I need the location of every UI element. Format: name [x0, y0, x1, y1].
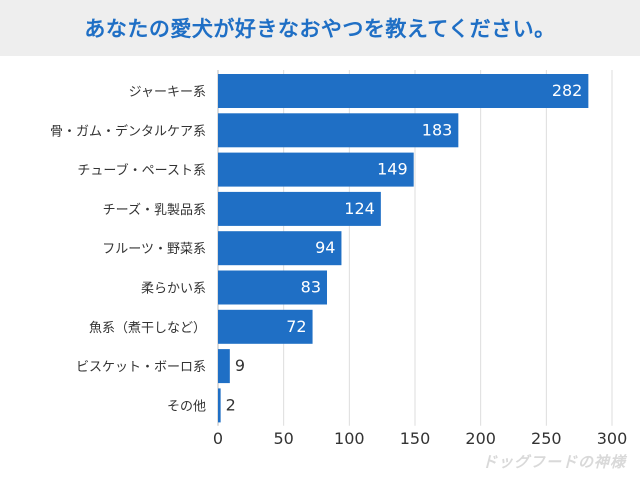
value-label: 2 — [226, 395, 236, 414]
category-label: ジャーキー系 — [129, 85, 206, 100]
x-tick-label: 200 — [465, 429, 496, 448]
category-labels: ジャーキー系 282 骨・ガム・デンタルケア系 183 チューブ・ペースト系 149 チーズ… — [50, 81, 582, 414]
x-tick-label: 150 — [400, 429, 431, 448]
x-tick-label: 0 — [213, 429, 223, 448]
category-label: ビスケット・ボーロ系 — [76, 360, 206, 375]
bar-chart: ジャーキー系 282 骨・ガム・デンタルケア系 183 チューブ・ペースト系 149 チーズ… — [50, 70, 627, 448]
category-label: 柔らかい系 — [141, 282, 206, 297]
value-label: 72 — [286, 317, 306, 336]
value-label: 183 — [422, 120, 453, 139]
x-tick-label: 100 — [334, 429, 365, 448]
bar — [218, 349, 230, 384]
value-label: 149 — [377, 160, 408, 179]
category-label: 骨・ガム・デンタルケア系 — [50, 123, 206, 139]
chart-title-bar: あなたの愛犬が好きなおやつを教えてください。 — [0, 0, 640, 56]
value-label: 94 — [315, 238, 335, 257]
value-label: 282 — [552, 81, 583, 100]
bar — [218, 113, 459, 148]
x-tick-label: 250 — [531, 429, 562, 448]
bar — [218, 191, 381, 226]
bar — [218, 74, 589, 108]
bar — [218, 309, 313, 344]
watermark-logo: ドッグフードの神様 — [481, 453, 626, 471]
x-axis-ticks: 0 50 100 150 200 250 300 — [213, 429, 627, 448]
bar — [218, 270, 328, 305]
chart-title: あなたの愛犬が好きなおやつを教えてください。 — [84, 17, 556, 41]
bar — [218, 231, 342, 266]
x-tick-label: 50 — [273, 429, 293, 448]
value-label: 9 — [235, 356, 245, 375]
category-label: チューブ・ペースト系 — [77, 163, 206, 179]
category-label: フルーツ・野菜系 — [102, 242, 206, 257]
bar — [218, 388, 221, 423]
value-label: 124 — [344, 199, 375, 218]
value-label: 83 — [301, 278, 321, 297]
x-tick-label: 300 — [597, 429, 628, 448]
category-label: チーズ・乳製品系 — [103, 202, 206, 218]
category-label: 魚系（煮干しなど） — [89, 321, 206, 336]
bars — [218, 74, 589, 423]
bar — [218, 152, 414, 187]
category-label: その他 — [167, 399, 206, 414]
